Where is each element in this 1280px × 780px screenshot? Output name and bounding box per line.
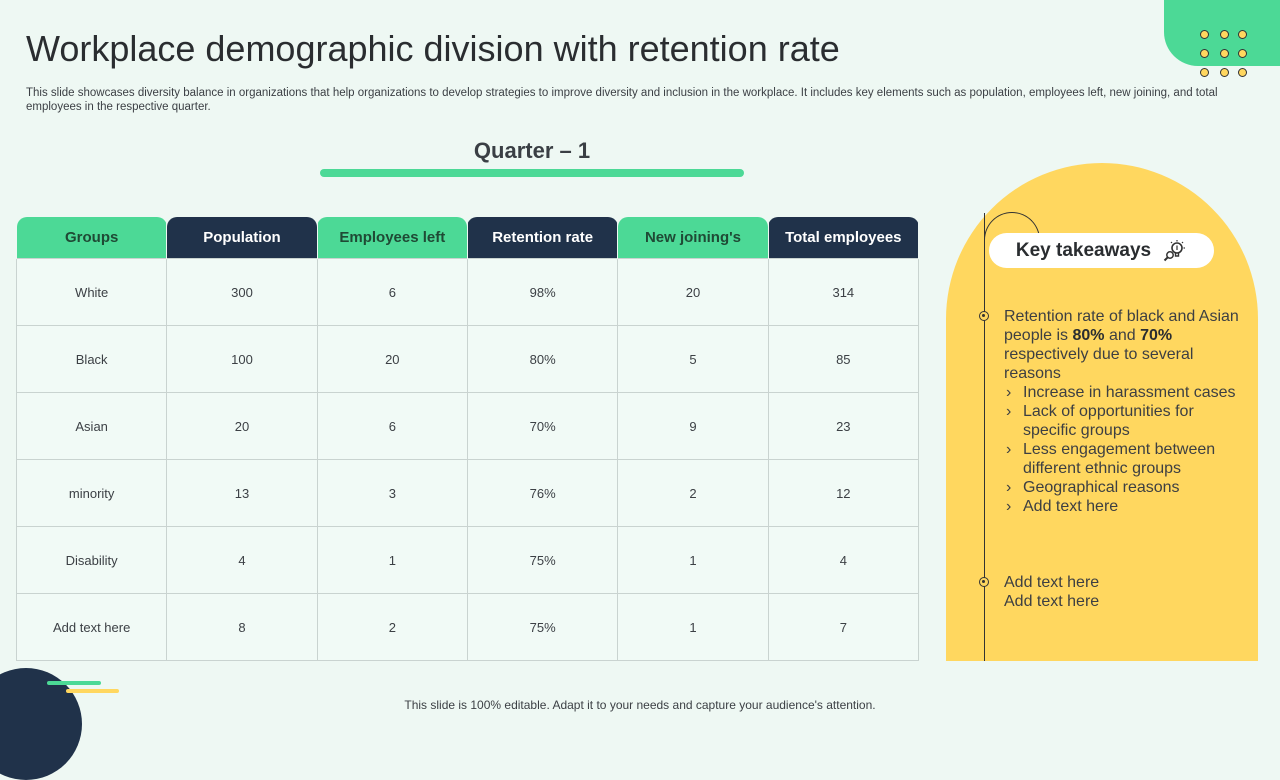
cell-retention-rate: 80% xyxy=(466,325,619,393)
header-employees-left: Employees left xyxy=(316,217,468,259)
lightbulb-magnifier-icon xyxy=(1163,239,1186,261)
cell-new-joinings: 2 xyxy=(617,459,769,527)
cell-group: Black xyxy=(15,325,168,393)
table-row: Black 100 20 80% 5 85 xyxy=(15,325,920,393)
cell-group: White xyxy=(15,258,168,326)
cell-employees-left: 6 xyxy=(316,258,468,326)
table-row: White 300 6 98% 20 314 xyxy=(15,258,920,326)
cell-employees-left: 2 xyxy=(316,593,468,661)
list-item: Lack of opportunities for specific group… xyxy=(1004,402,1249,440)
cell-group: minority xyxy=(15,459,168,527)
table-row: Add text here 8 2 75% 1 7 xyxy=(15,593,920,661)
cell-total-employees: 4 xyxy=(767,526,920,594)
green-line-decoration xyxy=(47,681,101,685)
bullet-marker xyxy=(979,577,989,587)
cell-group: Asian xyxy=(15,392,168,460)
bullet-marker xyxy=(979,311,989,321)
key-takeaways-title: Key takeaways xyxy=(1015,239,1152,261)
key-takeaways-header: Key takeaways xyxy=(989,233,1214,268)
takeaway-extra: Add text here Add text here xyxy=(1004,573,1244,611)
cell-new-joinings: 9 xyxy=(617,392,769,460)
page-title: Workplace demographic division with rete… xyxy=(26,28,840,69)
header-retention-rate: Retention rate xyxy=(466,217,619,259)
cell-employees-left: 6 xyxy=(316,392,468,460)
table-row: Asian 20 6 70% 9 23 xyxy=(15,392,920,460)
cell-employees-left: 1 xyxy=(316,526,468,594)
cell-population: 100 xyxy=(166,325,318,393)
header-total-employees: Total employees xyxy=(767,217,920,259)
cell-total-employees: 12 xyxy=(767,459,920,527)
timeline-line xyxy=(984,213,985,661)
yellow-line-decoration xyxy=(66,689,119,693)
cell-new-joinings: 1 xyxy=(617,593,769,661)
cell-total-employees: 85 xyxy=(767,325,920,393)
cell-total-employees: 23 xyxy=(767,392,920,460)
quarter-underline xyxy=(320,169,744,177)
list-item: Increase in harassment cases xyxy=(1004,383,1249,402)
demographic-table: Groups Population Employees left Retenti… xyxy=(15,217,920,661)
reasons-list: Increase in harassment cases Lack of opp… xyxy=(1004,383,1249,516)
page-subtitle: This slide showcases diversity balance i… xyxy=(26,87,1218,113)
footer-note: This slide is 100% editable. Adapt it to… xyxy=(404,698,876,712)
cell-population: 300 xyxy=(166,258,318,326)
cell-group: Add text here xyxy=(15,593,168,661)
table-row: minority 13 3 76% 2 12 xyxy=(15,459,920,527)
list-item: Less engagement between different ethnic… xyxy=(1004,440,1249,478)
table-row: Disability 4 1 75% 1 4 xyxy=(15,526,920,594)
takeaway-main-point: Retention rate of black and Asian people… xyxy=(1004,307,1249,516)
cell-population: 8 xyxy=(166,593,318,661)
extra-text-line: Add text here xyxy=(1004,574,1100,591)
table-header-row: Groups Population Employees left Retenti… xyxy=(15,217,920,259)
extra-text-line: Add text here xyxy=(1004,593,1100,610)
list-item: Add text here xyxy=(1004,497,1249,516)
cell-total-employees: 314 xyxy=(767,258,920,326)
cell-population: 13 xyxy=(166,459,318,527)
cell-retention-rate: 75% xyxy=(466,526,619,594)
header-new-joinings: New joining's xyxy=(617,217,769,259)
cell-new-joinings: 1 xyxy=(617,526,769,594)
cell-total-employees: 7 xyxy=(767,593,920,661)
cell-population: 4 xyxy=(166,526,318,594)
cell-new-joinings: 20 xyxy=(617,258,769,326)
main-point-text: Retention rate of black and Asian people… xyxy=(1004,308,1239,382)
header-population: Population xyxy=(166,217,318,259)
cell-new-joinings: 5 xyxy=(617,325,769,393)
list-item: Geographical reasons xyxy=(1004,478,1249,497)
header-groups: Groups xyxy=(15,217,168,259)
cell-retention-rate: 75% xyxy=(466,593,619,661)
cell-group: Disability xyxy=(15,526,168,594)
cell-employees-left: 20 xyxy=(316,325,468,393)
quarter-label: Quarter – 1 xyxy=(473,138,591,163)
cell-retention-rate: 70% xyxy=(466,392,619,460)
cell-population: 20 xyxy=(166,392,318,460)
cell-employees-left: 3 xyxy=(316,459,468,527)
cell-retention-rate: 76% xyxy=(466,459,619,527)
cell-retention-rate: 98% xyxy=(466,258,619,326)
